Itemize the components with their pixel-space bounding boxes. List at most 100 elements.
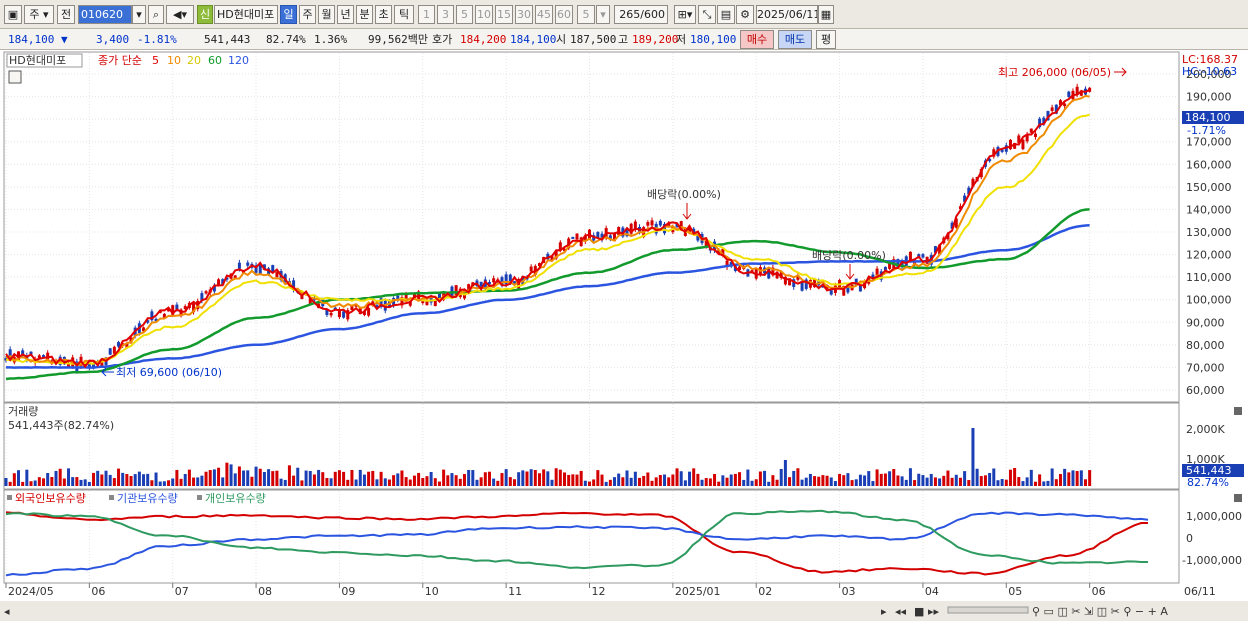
interval-15[interactable]: 15 (495, 5, 513, 24)
volume-bar (325, 478, 329, 486)
candle-body (692, 228, 696, 233)
interval-10[interactable]: 10 (475, 5, 493, 24)
drawing-tool-icon[interactable]: ⤡ (698, 5, 716, 24)
volume-bar (900, 476, 904, 486)
volume-bar (192, 477, 196, 486)
interval-45[interactable]: 45 (535, 5, 553, 24)
candle-body (479, 281, 483, 289)
rewind-icon[interactable]: ◂◂ (895, 605, 907, 618)
tab-day[interactable]: 일 (280, 5, 297, 24)
candle-body (858, 285, 862, 292)
candle-body (738, 266, 742, 271)
candle-body (688, 227, 692, 233)
tab-tick[interactable]: 틱 (394, 5, 414, 24)
sound-icon[interactable]: ◀▾ (166, 5, 194, 24)
chart-type-icon[interactable]: ⊞▾ (674, 5, 696, 24)
volume-bar (788, 477, 792, 486)
volume-ratio: 82.74% (266, 33, 306, 46)
window-menu-icon[interactable]: ▣ (4, 5, 22, 24)
price-value: 184,100 (8, 33, 55, 46)
save-icon[interactable]: ▤ (717, 5, 735, 24)
volume-bar (29, 481, 33, 486)
volume-pct-tag: 82.74% (1187, 476, 1229, 489)
candle-body (87, 364, 91, 368)
new-flag-badge[interactable]: 신 (197, 5, 213, 24)
calendar-icon[interactable]: ▦ (818, 5, 834, 24)
tab-minute[interactable]: 분 (356, 5, 373, 24)
candle-body (17, 351, 21, 361)
period-type-select[interactable]: 주 ▾ (24, 5, 54, 24)
candle-body (375, 305, 379, 308)
buy-button[interactable]: 매수 (740, 30, 774, 49)
candle-body (367, 308, 371, 316)
candle-body (258, 263, 262, 274)
chart-area[interactable]: 200,000190,000180,000170,000160,000150,0… (0, 50, 1248, 621)
candle-body (512, 281, 516, 285)
volume-bar (367, 471, 371, 486)
volume-bar (942, 475, 946, 486)
tab-year[interactable]: 년 (337, 5, 354, 24)
volume-bar (867, 471, 871, 486)
volume-bar (588, 481, 592, 486)
candle-body (204, 291, 208, 294)
volume-panel-close-icon[interactable] (1234, 407, 1242, 415)
candle-body (796, 275, 800, 280)
interval-3[interactable]: 3 (437, 5, 454, 24)
settings-gear-icon[interactable]: ⚙ (736, 5, 754, 24)
volume-bar (25, 469, 29, 486)
candle-body (775, 271, 779, 279)
volume-bar (387, 479, 391, 486)
scroll-left-icon[interactable]: ◂ (4, 605, 10, 618)
tab-week[interactable]: 주 (299, 5, 316, 24)
bid-label: 호가 (432, 33, 453, 46)
prev-button[interactable]: 전 (57, 5, 75, 24)
candle-body (608, 235, 612, 239)
volume-bar (358, 469, 362, 486)
data-table-icon[interactable] (8, 70, 22, 84)
volume-bar (763, 470, 767, 486)
ma-line-10 (5, 94, 1090, 366)
holdings-panel-close-icon[interactable] (1234, 494, 1242, 502)
scroll-right-icon[interactable]: ▸ (881, 605, 887, 618)
volume-bar (154, 472, 158, 486)
stop-icon[interactable]: ■ (914, 605, 924, 618)
volume-bar (550, 479, 554, 486)
scroll-bar[interactable] (0, 601, 1248, 621)
tab-second[interactable]: 초 (375, 5, 392, 24)
volume-bars (4, 428, 1092, 486)
stock-code-input[interactable]: 010620 (78, 5, 132, 24)
candle-body (437, 292, 441, 300)
interval-60[interactable]: 60 (555, 5, 573, 24)
candle-body (1029, 128, 1033, 133)
date-field[interactable]: 2025/06/11 (756, 5, 818, 24)
turnover-ratio: 1.36% (314, 33, 348, 46)
zoom-tools-icon[interactable]: ⚲ ▭ ◫ ✂ ⇲ ◫ ✂ ⚲ − + A (1032, 605, 1168, 618)
search-icon[interactable]: ⌕ (148, 5, 164, 24)
fast-forward-icon[interactable]: ▸▸ (928, 605, 940, 618)
volume-bar (692, 468, 696, 486)
count-field[interactable]: 265/600 (614, 5, 668, 24)
evaluation-button[interactable]: 평 (816, 30, 836, 49)
candle-body (550, 256, 554, 262)
stock-chart[interactable]: 200,000190,000180,000170,000160,000150,0… (0, 50, 1248, 621)
zoom-slider[interactable] (947, 606, 1029, 614)
candle-body (150, 311, 154, 321)
candle-body (167, 308, 171, 312)
interval-1[interactable]: 1 (418, 5, 435, 24)
code-dropdown-icon[interactable]: ▾ (132, 5, 146, 24)
candle-body (1008, 139, 1012, 150)
sell-button[interactable]: 매도 (778, 30, 812, 49)
custom-interval[interactable]: 5 (577, 5, 595, 24)
custom-interval-dropdown-icon[interactable]: ▾ (596, 5, 610, 24)
candle-body (467, 284, 471, 291)
interval-30[interactable]: 30 (515, 5, 533, 24)
tab-month[interactable]: 월 (318, 5, 335, 24)
candle-body (404, 294, 408, 302)
volume-bar (421, 478, 425, 486)
volume-bar (1063, 468, 1067, 486)
volume-bar (104, 470, 108, 486)
stock-name-field[interactable]: HD현대미포 (214, 5, 278, 24)
volume-bar (146, 473, 150, 486)
interval-5[interactable]: 5 (456, 5, 473, 24)
candle-body (29, 351, 33, 355)
